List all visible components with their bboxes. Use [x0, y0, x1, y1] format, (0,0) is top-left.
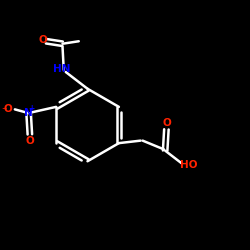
Text: N: N	[24, 108, 33, 118]
Text: HO: HO	[180, 160, 198, 170]
Text: +: +	[28, 104, 35, 113]
Text: O: O	[4, 104, 12, 114]
Text: ⁻: ⁻	[1, 106, 6, 117]
Text: O: O	[26, 136, 34, 145]
Text: HN: HN	[54, 64, 71, 74]
Text: O: O	[38, 35, 48, 45]
Text: O: O	[162, 118, 171, 128]
